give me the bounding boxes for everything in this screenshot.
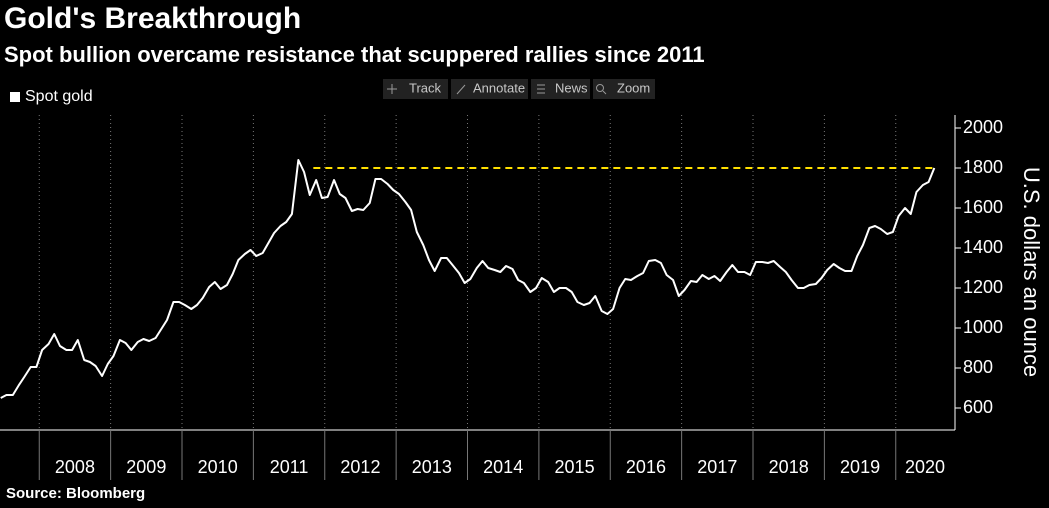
y-tick-label: 2000	[963, 117, 1003, 137]
toolbar-label[interactable]: News	[555, 80, 588, 95]
y-tick-label: 1200	[963, 277, 1003, 297]
y-tick-label: 1600	[963, 197, 1003, 217]
y-tick-label: 1000	[963, 317, 1003, 337]
x-tick-label: 2016	[626, 457, 666, 477]
x-tick-label: 2012	[340, 457, 380, 477]
x-tick-label: 2020	[905, 457, 945, 477]
x-tick-label: 2010	[198, 457, 238, 477]
y-axis-label: U.S. dollars an ounce	[1019, 167, 1044, 377]
y-tick-label: 1800	[963, 157, 1003, 177]
price-line	[0, 159, 936, 399]
x-tick-label: 2014	[483, 457, 523, 477]
y-tick-label: 1400	[963, 237, 1003, 257]
zoom-button[interactable]	[593, 79, 655, 99]
x-tick-label: 2011	[270, 457, 309, 477]
toolbar-label[interactable]: Track	[409, 80, 442, 95]
y-tick-label: 800	[963, 357, 993, 377]
legend-swatch	[10, 92, 20, 102]
x-tick-label: 2018	[769, 457, 809, 477]
x-tick-label: 2019	[840, 457, 880, 477]
toolbar-label[interactable]: Annotate	[473, 80, 525, 95]
annotate-button[interactable]	[451, 79, 528, 99]
toolbar-icons	[387, 84, 607, 95]
legend-label: Spot gold	[25, 88, 93, 105]
track-button[interactable]	[383, 79, 448, 99]
y-tick-label: 600	[963, 397, 993, 417]
toolbar-label[interactable]: Zoom	[617, 80, 650, 95]
x-tick-label: 2015	[555, 457, 595, 477]
news-button[interactable]	[531, 79, 590, 99]
source: Source: Bloomberg	[6, 485, 145, 502]
chart-title: Gold's Breakthrough	[4, 2, 301, 35]
x-tick-label: 2008	[55, 457, 95, 477]
x-tick-label: 2017	[697, 457, 737, 477]
x-tick-label: 2013	[412, 457, 452, 477]
toolbar: Track Annotate News Zoom	[383, 79, 655, 99]
x-tick-label: 2009	[126, 457, 166, 477]
chart-subtitle: Spot bullion overcame resistance that sc…	[4, 42, 705, 67]
